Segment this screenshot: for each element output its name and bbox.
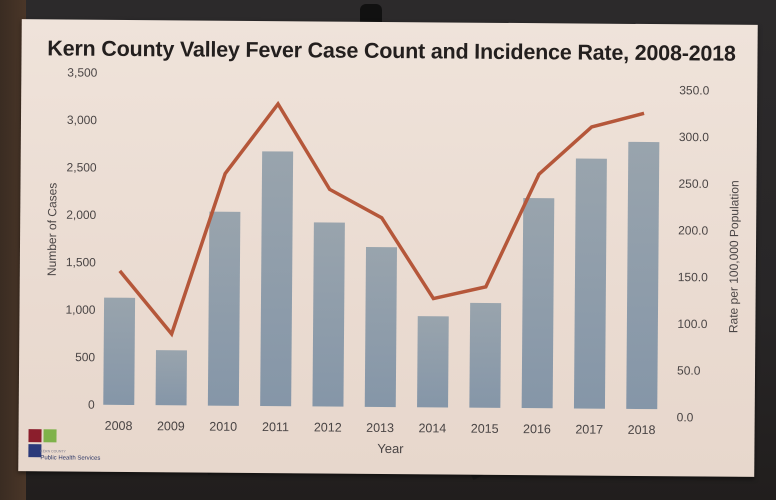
y2-tick-label: 0.0 xyxy=(677,410,694,424)
bar-2011 xyxy=(260,151,294,407)
y2-tick-label: 250.0 xyxy=(678,177,708,191)
y-tick-label: 2,500 xyxy=(67,160,97,174)
y-tick-label: 3,500 xyxy=(67,65,97,79)
y-axis-left-label: Number of Cases xyxy=(45,183,60,276)
bar-2014 xyxy=(417,316,449,408)
bar-2009 xyxy=(155,350,187,406)
x-tick-label: 2012 xyxy=(314,420,342,434)
poster-board: Kern County Valley Fever Case Count and … xyxy=(18,19,758,477)
logo-square-green xyxy=(43,429,57,443)
public-health-logo: KERN COUNTY Public Health Services xyxy=(26,429,126,470)
y2-tick-label: 350.0 xyxy=(679,83,709,97)
bar-2008 xyxy=(103,297,136,406)
x-tick-label: 2014 xyxy=(418,421,446,435)
bar-2010 xyxy=(207,211,241,406)
y-tick-label: 500 xyxy=(75,350,95,364)
chart-plot: 0 500 1,000 1,500 2,000 2,500 3,000 3,500 0.0 50… xyxy=(45,65,742,456)
y-tick-label: 3,000 xyxy=(67,113,97,127)
logo-county-text: KERN COUNTY xyxy=(40,449,66,454)
y-tick-label: 1,500 xyxy=(66,255,96,269)
x-axis-ticks: 2008 2009 2010 2011 2012 2013 2014 2015 2016 2017… xyxy=(105,419,656,437)
y2-tick-label: 50.0 xyxy=(677,364,701,378)
x-tick-label: 2008 xyxy=(105,419,133,433)
x-tick-label: 2010 xyxy=(209,420,237,434)
bar-2012 xyxy=(312,222,345,407)
y2-tick-label: 200.0 xyxy=(678,223,708,237)
y-axis-left-ticks: 0 500 1,000 1,500 2,000 2,500 3,000 3,500 xyxy=(65,65,97,412)
bar-2016 xyxy=(521,197,555,409)
y-tick-label: 0 xyxy=(88,398,95,412)
bar-2018 xyxy=(626,141,660,410)
x-tick-label: 2009 xyxy=(157,419,185,433)
x-tick-label: 2017 xyxy=(575,422,603,436)
bar-2017 xyxy=(573,158,607,409)
y2-tick-label: 150.0 xyxy=(678,270,708,284)
x-tick-label: 2015 xyxy=(471,422,499,436)
bar-2015 xyxy=(469,302,502,408)
y-axis-right-ticks: 0.0 50.0 100.0 150.0 200.0 250.0 300.0 350.0 xyxy=(677,83,710,424)
y-tick-label: 1,000 xyxy=(65,303,95,317)
y-axis-right-label: Rate per 100,000 Population xyxy=(726,180,741,333)
rate-line-series xyxy=(118,100,645,338)
x-tick-label: 2013 xyxy=(366,421,394,435)
logo-name: Public Health Services xyxy=(40,455,101,462)
bar-2013 xyxy=(364,246,398,408)
x-axis-label: Year xyxy=(377,441,404,456)
y2-tick-label: 100.0 xyxy=(677,317,707,331)
logo-square-red xyxy=(28,429,42,443)
bar-series xyxy=(103,141,660,410)
x-tick-label: 2011 xyxy=(262,420,289,434)
x-tick-label: 2018 xyxy=(628,423,656,437)
y2-tick-label: 300.0 xyxy=(679,130,709,144)
y-tick-label: 2,000 xyxy=(66,208,96,222)
x-tick-label: 2016 xyxy=(523,422,551,436)
